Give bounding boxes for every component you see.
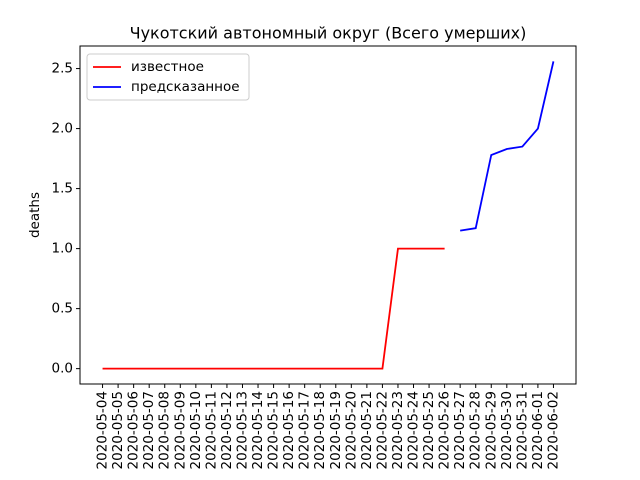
x-tick-label: 2020-05-18 <box>312 391 328 469</box>
x-tick-label: 2020-05-09 <box>172 391 188 469</box>
y-tick-label: 0.5 <box>52 301 73 317</box>
x-tick-label: 2020-05-22 <box>374 391 390 469</box>
x-tick-label: 2020-05-13 <box>234 391 250 469</box>
x-tick-label: 2020-06-01 <box>530 391 546 469</box>
x-tick-label: 2020-05-14 <box>250 391 266 469</box>
x-tick-label: 2020-05-30 <box>499 391 515 469</box>
plot-frame <box>79 45 577 385</box>
x-tick-label: 2020-05-27 <box>452 391 468 469</box>
x-tick-label: 2020-05-23 <box>390 391 406 469</box>
legend-label: предсказанное <box>131 79 240 95</box>
x-tick-label: 2020-05-07 <box>141 391 157 469</box>
x-tick-label: 2020-05-25 <box>421 391 437 469</box>
x-tick-label: 2020-05-31 <box>514 391 530 469</box>
y-tick-label: 1.0 <box>52 241 73 257</box>
legend-label: известное <box>131 59 204 75</box>
legend-box <box>86 53 250 101</box>
x-tick-label: 2020-05-11 <box>203 391 219 469</box>
x-tick-label: 2020-05-10 <box>188 391 204 469</box>
legend: известное предсказанное <box>86 53 250 101</box>
y-tick-label: 2.5 <box>52 61 73 77</box>
chart-title: Чукотский автономный округ (Всего умерши… <box>130 24 527 43</box>
series-line <box>102 247 445 370</box>
y-tick-label: 1.5 <box>52 181 73 197</box>
x-tick-label: 2020-06-02 <box>545 391 561 469</box>
x-tick-label: 2020-05-26 <box>437 391 453 469</box>
x-tick-label: 2020-05-24 <box>406 391 422 469</box>
x-tick-label: 2020-05-12 <box>219 391 235 469</box>
y-tick-label: 0.0 <box>52 361 73 377</box>
x-tick-label: 2020-05-20 <box>343 391 359 469</box>
x-tick-label: 2020-05-17 <box>297 391 313 469</box>
x-tick-label: 2020-05-08 <box>157 391 173 469</box>
x-tick-label: 2020-05-21 <box>359 391 375 469</box>
x-tick-label: 2020-05-05 <box>110 391 126 469</box>
x-tick-label: 2020-05-16 <box>281 391 297 469</box>
x-tick-label: 2020-05-06 <box>126 391 142 469</box>
x-tick-label: 2020-05-04 <box>95 391 111 469</box>
x-tick-label: 2020-05-28 <box>468 391 484 469</box>
x-tick-label: 2020-05-15 <box>266 391 282 469</box>
x-tick-label: 2020-05-19 <box>328 391 344 469</box>
y-axis-label: deaths <box>27 192 43 238</box>
x-tick-label: 2020-05-29 <box>483 391 499 469</box>
series-line <box>460 61 555 232</box>
y-tick-label: 2.0 <box>52 121 73 137</box>
